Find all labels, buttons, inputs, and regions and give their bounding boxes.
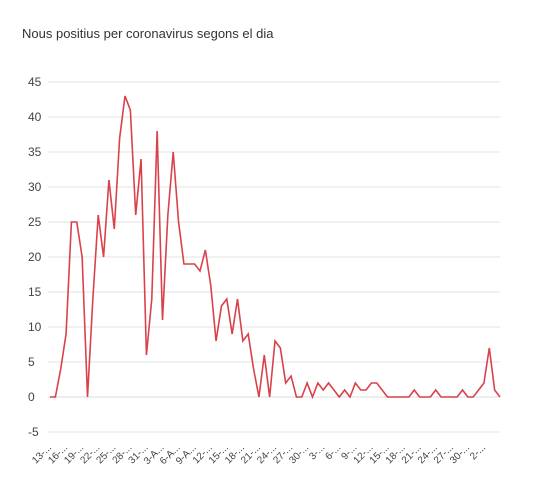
y-tick-label: 40 [28, 110, 42, 124]
y-tick-label: 20 [28, 250, 42, 264]
y-tick-label: 30 [28, 180, 42, 194]
series-line [50, 95, 501, 400]
chart-title: Nous positius per coronavirus segons el … [22, 26, 274, 41]
series-lines [50, 95, 501, 400]
y-axis-ticks: -5 0 5 10 15 20 25 30 35 40 45 [28, 75, 42, 439]
y-tick-label: -5 [28, 425, 39, 439]
y-tick-label: 10 [28, 320, 42, 334]
y-tick-label: 35 [28, 145, 42, 159]
y-tick-label: 15 [28, 285, 42, 299]
y-tick-label: 5 [28, 355, 35, 369]
y-tick-label: 0 [28, 390, 35, 404]
y-tick-label: 45 [28, 75, 42, 89]
gridlines [48, 81, 500, 433]
y-tick-label: 25 [28, 215, 42, 229]
x-tick-label: 2-... [468, 442, 488, 462]
x-axis-ticks: 13-...16-...19-...22-...25-...28-...31-.… [30, 442, 488, 467]
